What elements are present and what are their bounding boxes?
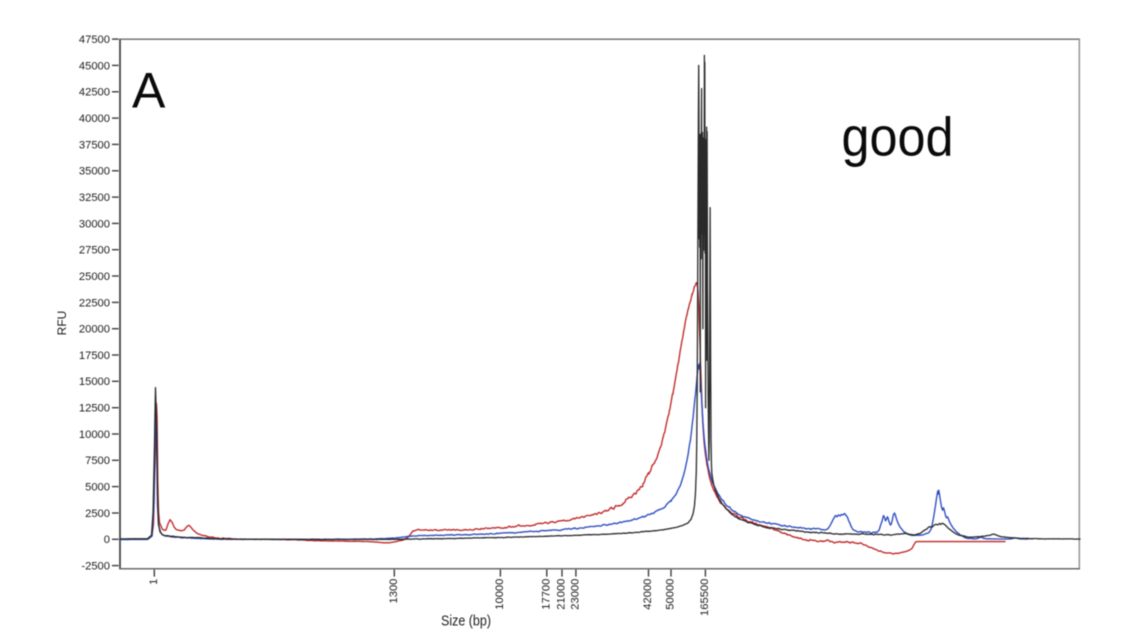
svg-text:10000: 10000 bbox=[494, 579, 506, 610]
svg-text:40000: 40000 bbox=[79, 113, 110, 125]
svg-text:1300: 1300 bbox=[388, 579, 400, 604]
svg-text:5000: 5000 bbox=[85, 482, 110, 494]
svg-text:7500: 7500 bbox=[85, 455, 110, 467]
svg-text:good: good bbox=[842, 106, 954, 168]
svg-text:RFU: RFU bbox=[55, 311, 69, 336]
svg-text:22500: 22500 bbox=[79, 297, 110, 309]
svg-text:30000: 30000 bbox=[79, 218, 110, 230]
svg-text:10000: 10000 bbox=[79, 429, 110, 441]
svg-text:1: 1 bbox=[148, 579, 160, 585]
svg-text:42000: 42000 bbox=[642, 579, 654, 610]
svg-text:47500: 47500 bbox=[79, 34, 110, 46]
svg-text:45000: 45000 bbox=[79, 60, 110, 72]
svg-text:0: 0 bbox=[104, 534, 110, 546]
svg-text:17700: 17700 bbox=[541, 579, 553, 610]
svg-text:32500: 32500 bbox=[79, 192, 110, 204]
svg-text:27500: 27500 bbox=[79, 245, 110, 257]
svg-text:37500: 37500 bbox=[79, 139, 110, 151]
svg-text:25000: 25000 bbox=[79, 271, 110, 283]
svg-text:20000: 20000 bbox=[79, 324, 110, 336]
svg-text:165500: 165500 bbox=[699, 579, 711, 616]
svg-text:2500: 2500 bbox=[85, 508, 110, 520]
svg-text:12500: 12500 bbox=[79, 403, 110, 415]
svg-text:35000: 35000 bbox=[79, 166, 110, 178]
svg-text:15000: 15000 bbox=[79, 376, 110, 388]
svg-text:21000: 21000 bbox=[556, 579, 568, 610]
svg-text:-2500: -2500 bbox=[81, 561, 110, 573]
svg-text:17500: 17500 bbox=[79, 350, 110, 362]
svg-text:50000: 50000 bbox=[665, 579, 677, 610]
svg-text:42500: 42500 bbox=[79, 87, 110, 99]
svg-text:A: A bbox=[132, 63, 166, 119]
svg-text:23000: 23000 bbox=[570, 579, 582, 610]
svg-text:Size (bp): Size (bp) bbox=[441, 613, 491, 630]
